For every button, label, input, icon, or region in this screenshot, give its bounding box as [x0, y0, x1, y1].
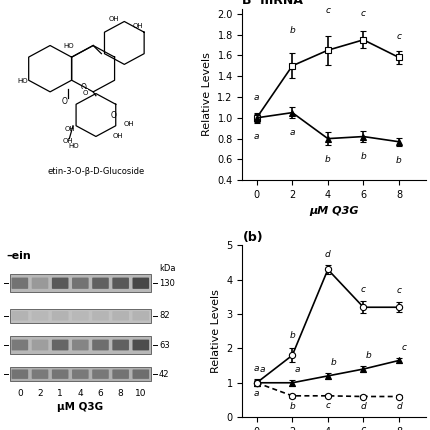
- Text: a: a: [254, 93, 259, 102]
- FancyBboxPatch shape: [112, 369, 129, 379]
- Text: b: b: [289, 26, 295, 34]
- Y-axis label: Relative Levels: Relative Levels: [211, 289, 221, 373]
- Text: 82: 82: [159, 311, 170, 320]
- Text: 2: 2: [37, 389, 43, 398]
- FancyBboxPatch shape: [132, 340, 149, 350]
- Text: c: c: [361, 285, 366, 294]
- Text: HO: HO: [17, 78, 28, 84]
- FancyBboxPatch shape: [72, 311, 89, 320]
- FancyBboxPatch shape: [92, 369, 109, 379]
- Text: c: c: [396, 32, 402, 41]
- FancyBboxPatch shape: [132, 369, 149, 379]
- Text: O: O: [82, 90, 88, 96]
- FancyBboxPatch shape: [10, 274, 151, 292]
- FancyBboxPatch shape: [92, 311, 109, 320]
- Text: OH: OH: [123, 120, 134, 126]
- Text: 42: 42: [159, 370, 169, 379]
- Text: c: c: [396, 286, 402, 295]
- Text: d: d: [325, 250, 331, 259]
- FancyBboxPatch shape: [32, 311, 48, 320]
- Text: b: b: [289, 331, 295, 340]
- Text: O: O: [111, 111, 116, 120]
- FancyBboxPatch shape: [32, 369, 48, 379]
- Text: c: c: [402, 343, 407, 352]
- FancyBboxPatch shape: [72, 369, 89, 379]
- Text: 10: 10: [135, 389, 147, 398]
- FancyBboxPatch shape: [32, 340, 48, 350]
- Text: etin-3-O-β-D-Glucoside: etin-3-O-β-D-Glucoside: [47, 167, 144, 176]
- Text: OH: OH: [113, 132, 123, 138]
- Text: a: a: [254, 389, 259, 398]
- Text: OH: OH: [65, 126, 76, 132]
- Text: kDa: kDa: [159, 264, 175, 273]
- FancyBboxPatch shape: [72, 278, 89, 289]
- FancyBboxPatch shape: [132, 311, 149, 320]
- FancyBboxPatch shape: [12, 311, 28, 320]
- Text: b: b: [361, 152, 366, 161]
- Text: 63: 63: [159, 341, 170, 350]
- Text: μM Q3G: μM Q3G: [57, 402, 103, 412]
- Text: OH: OH: [133, 23, 143, 29]
- Text: OH: OH: [63, 138, 74, 144]
- Text: 130: 130: [159, 279, 175, 288]
- Text: 1: 1: [57, 389, 63, 398]
- FancyBboxPatch shape: [32, 278, 48, 289]
- Y-axis label: Relative Levels: Relative Levels: [202, 52, 212, 136]
- Text: b: b: [330, 358, 336, 367]
- FancyBboxPatch shape: [92, 340, 109, 350]
- Text: O: O: [62, 97, 68, 106]
- FancyBboxPatch shape: [52, 369, 68, 379]
- Text: b: b: [289, 402, 295, 412]
- FancyBboxPatch shape: [112, 340, 129, 350]
- X-axis label: μM Q3G: μM Q3G: [309, 206, 359, 215]
- FancyBboxPatch shape: [52, 340, 68, 350]
- Text: HO: HO: [63, 43, 74, 49]
- FancyBboxPatch shape: [132, 278, 149, 289]
- Text: a: a: [259, 365, 265, 374]
- Text: 0: 0: [17, 389, 23, 398]
- Text: a: a: [295, 365, 301, 374]
- Text: a: a: [254, 132, 259, 141]
- Text: –ein: –ein: [6, 251, 31, 261]
- FancyBboxPatch shape: [52, 311, 68, 320]
- Text: d: d: [361, 402, 366, 411]
- FancyBboxPatch shape: [10, 309, 151, 323]
- Text: O: O: [80, 83, 86, 92]
- Text: c: c: [361, 9, 366, 18]
- Text: a: a: [289, 128, 295, 137]
- Text: B  mRNA: B mRNA: [243, 0, 303, 7]
- Text: a: a: [254, 364, 259, 373]
- Text: (b): (b): [243, 231, 263, 244]
- Text: b: b: [396, 157, 402, 165]
- FancyBboxPatch shape: [72, 340, 89, 350]
- FancyBboxPatch shape: [52, 278, 68, 289]
- Text: c: c: [326, 6, 330, 15]
- FancyBboxPatch shape: [10, 336, 151, 353]
- Text: 8: 8: [118, 389, 123, 398]
- Text: b: b: [366, 351, 372, 360]
- FancyBboxPatch shape: [12, 340, 28, 350]
- FancyBboxPatch shape: [12, 278, 28, 289]
- Text: d: d: [396, 402, 402, 411]
- Text: c: c: [326, 401, 330, 410]
- FancyBboxPatch shape: [92, 278, 109, 289]
- Text: HO: HO: [69, 143, 79, 149]
- FancyBboxPatch shape: [10, 367, 151, 381]
- Text: 6: 6: [98, 389, 103, 398]
- Text: 4: 4: [77, 389, 83, 398]
- FancyBboxPatch shape: [12, 369, 28, 379]
- Text: OH: OH: [109, 16, 120, 22]
- Text: b: b: [325, 155, 331, 164]
- FancyBboxPatch shape: [112, 278, 129, 289]
- FancyBboxPatch shape: [112, 311, 129, 320]
